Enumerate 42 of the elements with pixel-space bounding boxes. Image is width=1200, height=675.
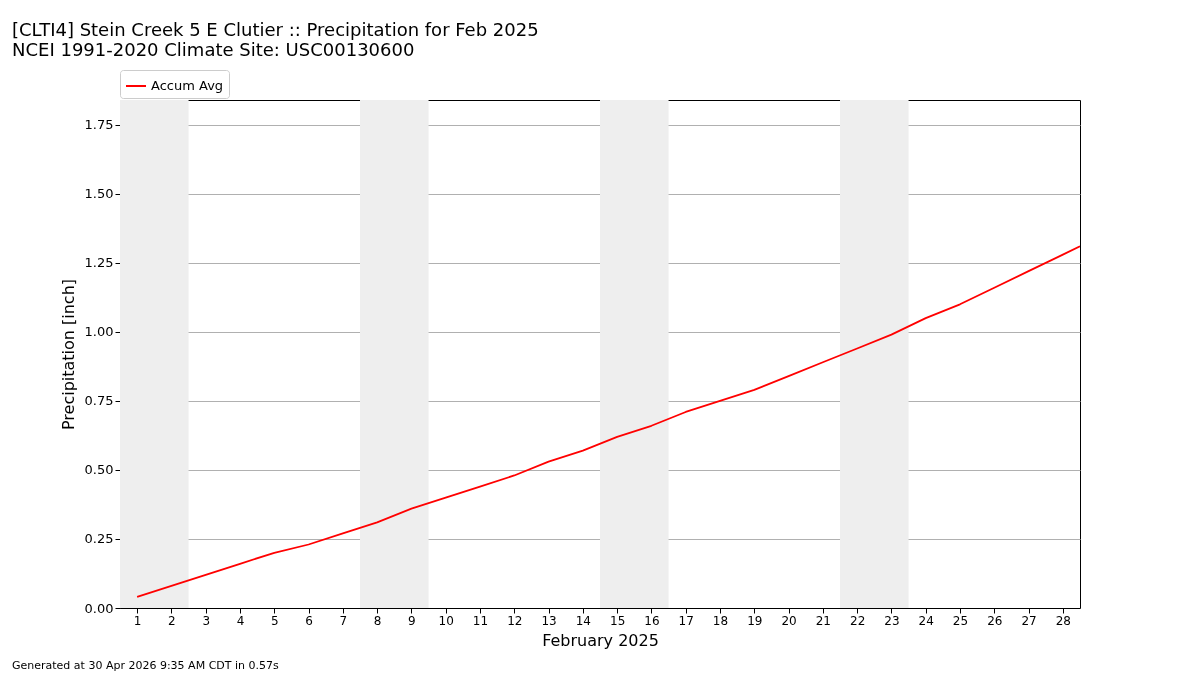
x-tick-label: 18 (712, 613, 729, 628)
x-tick-label: 5 (270, 613, 279, 628)
y-axis-title: Precipitation [inch] (58, 278, 78, 431)
x-tick-label: 20 (781, 613, 797, 628)
x-tick-label: 9 (408, 613, 416, 628)
x-tick-label: 28 (1055, 613, 1071, 628)
x-tick-label: 2 (168, 613, 176, 628)
chart-title: [CLTI4] Stein Creek 5 E Clutier :: Precipitation for Feb 2025 (12, 18, 539, 40)
x-tick-label: 16 (644, 613, 660, 628)
x-tick-label: 25 (952, 613, 969, 628)
y-tick-label: 1.75 (84, 117, 114, 133)
x-tick-label: 22 (850, 613, 866, 628)
x-tick-label: 21 (815, 613, 831, 628)
x-tick-label: 27 (1021, 613, 1037, 628)
y-tick-label: 0.25 (84, 531, 114, 547)
x-tick-label: 24 (918, 613, 934, 628)
y-tick-label: 0.75 (84, 393, 114, 409)
y-tick-label: 0.00 (84, 600, 114, 616)
x-tick-label: 26 (987, 613, 1003, 628)
x-tick-label: 1 (133, 613, 142, 628)
y-tick-label: 0.50 (84, 462, 114, 478)
x-tick-label: 19 (747, 613, 763, 628)
x-tick-label: 11 (472, 613, 489, 628)
y-tick-label: 1.25 (84, 255, 114, 271)
x-tick-label: 8 (373, 613, 382, 628)
y-tick-label: 1.00 (84, 324, 114, 340)
line-series (136, 245, 1080, 598)
x-tick-label: 15 (610, 613, 626, 628)
x-tick-label: 3 (202, 613, 211, 628)
x-tick-label: 14 (575, 613, 591, 628)
x-tick-label: 7 (339, 613, 348, 628)
y-tick-label: 1.50 (84, 186, 114, 202)
x-tick-label: 13 (541, 613, 557, 628)
x-tick-label: 4 (236, 613, 245, 628)
x-tick-label: 10 (438, 613, 454, 628)
x-tick-label: 12 (507, 613, 523, 628)
text: Generated at 30 Apr 2026 9:35 AM CDT in 0.57s (12, 659, 280, 672)
x-tick-label: 17 (678, 613, 694, 628)
x-axis-title: February 2025 (542, 630, 659, 650)
x-tick-label: 23 (884, 613, 900, 628)
legend-label: Accum Avg (151, 78, 224, 93)
x-tick-label: 6 (305, 613, 313, 628)
